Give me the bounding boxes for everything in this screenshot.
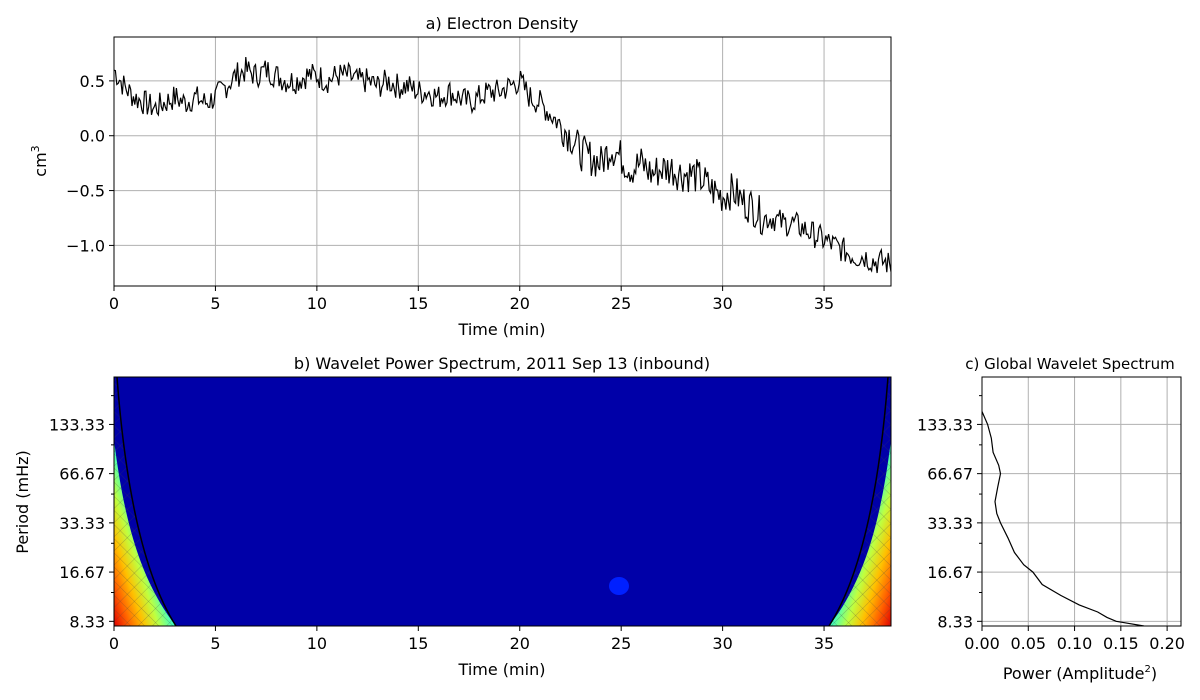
panel-b-y-tick-label: 16.67 <box>59 563 105 582</box>
panel-a-y-tick-label: 0.5 <box>80 72 105 91</box>
panel-c-x-label-sup: 2 <box>1145 664 1151 675</box>
panel-c-x-tick-label: 0.20 <box>1149 634 1185 653</box>
coi-line-right <box>828 377 889 626</box>
panel-a-grid <box>113 37 891 286</box>
panel-b-x-tick-label: 10 <box>307 634 327 653</box>
panel-c-x-label-base: Power (Amplitude <box>1003 664 1145 683</box>
panel-a-x-tick-label: 10 <box>307 294 327 313</box>
panel-c-grid <box>981 377 1181 626</box>
panel-c-y-tick-label: 16.67 <box>927 563 973 582</box>
panel-b-x-label: Time (min) <box>458 660 546 679</box>
panel-b-x-tick-label: 0 <box>109 634 119 653</box>
panel-b-x-tick-label: 30 <box>712 634 732 653</box>
panel-b-y-tick-label: 66.67 <box>59 465 105 484</box>
panel-b-x-ticks: 0 5 10 15 20 25 30 35 <box>109 626 834 653</box>
panel-b-y-tick-label: 33.33 <box>59 514 105 533</box>
coi-line-left <box>116 377 177 626</box>
panel-b-y-tick-label: 8.33 <box>69 612 105 631</box>
panel-b-x-tick-label: 5 <box>210 634 220 653</box>
panel-a-electron-density: a) Electron Density 0 5 10 15 20 25 30 35 0.50.… <box>29 14 892 339</box>
panel-a-y-tick-label: −1.0 <box>66 236 105 255</box>
wavelet-background <box>114 377 891 626</box>
panel-c-x-tick-label: 0.10 <box>1057 634 1093 653</box>
coi-hatch-right <box>829 377 891 626</box>
panel-c-x-tick-label: 0.00 <box>964 634 1000 653</box>
panel-b-x-tick-label: 20 <box>510 634 530 653</box>
panel-a-x-tick-label: 25 <box>611 294 631 313</box>
panel-c-y-tick-label: 8.33 <box>937 612 973 631</box>
panel-a-x-tick-label: 30 <box>712 294 732 313</box>
panel-a-density-line <box>114 56 891 274</box>
panel-a-x-ticks: 0 5 10 15 20 25 30 35 <box>109 286 834 313</box>
panel-a-y-label-base: cm <box>31 152 50 176</box>
panel-a-x-tick-label: 35 <box>814 294 834 313</box>
panel-a-x-tick-label: 15 <box>408 294 428 313</box>
panel-c-title: c) Global Wavelet Spectrum <box>965 355 1174 373</box>
panel-b-frame <box>113 376 892 627</box>
panel-c-x-ticks: 0.00 0.05 0.10 0.15 0.20 <box>964 626 1185 653</box>
panel-c-x-tick-label: 0.05 <box>1010 634 1046 653</box>
panel-c-spectrum-line <box>982 411 1145 626</box>
panel-a-y-label: cm3 <box>29 145 50 176</box>
panel-c-y-tick-label: 66.67 <box>927 465 973 484</box>
panel-c-global-spectrum: c) Global Wavelet Spectrum 0.00 0.05 0.10 0… <box>917 355 1185 683</box>
panel-b-y-ticks: 133.33 66.67 33.33 16.67 8.33 <box>49 395 114 631</box>
panel-a-title: a) Electron Density <box>426 14 579 33</box>
panel-a-y-tick-label: −0.5 <box>66 182 105 201</box>
panel-c-x-tick-label: 0.15 <box>1103 634 1139 653</box>
panel-a-y-label-sup: 3 <box>29 145 42 152</box>
panel-c-frame <box>981 376 1182 627</box>
panel-b-title: b) Wavelet Power Spectrum, 2011 Sep 13 (… <box>294 354 710 373</box>
panel-c-y-tick-label: 33.33 <box>927 514 973 533</box>
panel-a-x-label: Time (min) <box>458 320 546 339</box>
panel-b-x-tick-label: 25 <box>611 634 631 653</box>
coi-hatch-left <box>114 377 176 626</box>
panel-b-y-label: Period (mHz) <box>13 450 32 553</box>
panel-a-x-tick-label: 5 <box>210 294 220 313</box>
panel-c-x-label: Power (Amplitude2) <box>1003 664 1157 683</box>
panel-a-y-ticks: 0.5 0.0 −0.5 −1.0 <box>66 72 114 255</box>
panel-a-frame <box>113 36 892 287</box>
panel-b-x-tick-label: 35 <box>814 634 834 653</box>
panel-a-x-tick-label: 0 <box>109 294 119 313</box>
panel-b-wavelet-power: b) Wavelet Power Spectrum, 2011 Sep 13 (… <box>13 354 892 679</box>
panel-b-y-tick-label: 133.33 <box>49 415 105 434</box>
wavelet-local-peak <box>609 577 629 595</box>
panel-c-x-label-end: ) <box>1151 664 1157 683</box>
panel-b-x-tick-label: 15 <box>408 634 428 653</box>
panel-a-y-tick-label: 0.0 <box>80 127 105 146</box>
panel-c-y-ticks: 133.33 66.67 33.33 16.67 8.33 <box>917 395 982 631</box>
panel-a-x-tick-label: 20 <box>510 294 530 313</box>
panel-c-y-tick-label: 133.33 <box>917 415 973 434</box>
